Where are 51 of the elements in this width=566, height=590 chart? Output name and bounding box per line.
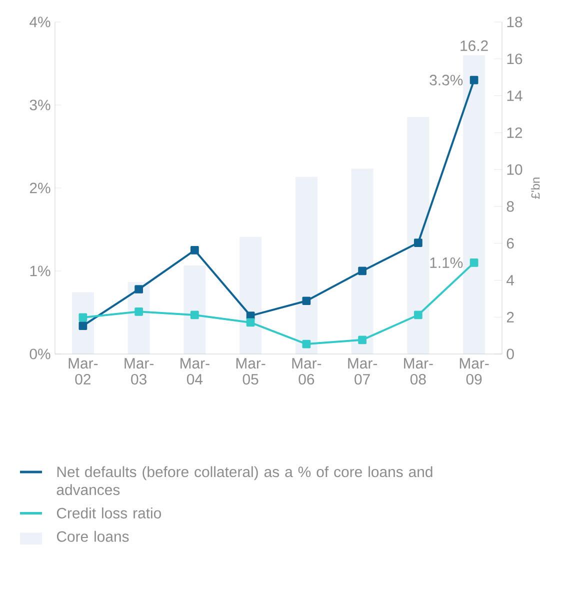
y2-tick-label: 12 xyxy=(507,127,522,138)
bar xyxy=(184,265,206,354)
x-tick-label: Mar-02 xyxy=(68,358,98,385)
legend-label: Net defaults (before collateral) as a % of core loans and advances xyxy=(56,466,432,496)
point xyxy=(414,310,422,320)
point xyxy=(358,266,366,276)
bar xyxy=(240,236,262,354)
x-tick-label: Mar-07 xyxy=(348,358,377,385)
y2-axis-title: £'bn xyxy=(530,178,540,199)
y-tick-label: 0% xyxy=(30,348,50,360)
y2-tick-label: 10 xyxy=(507,164,522,175)
y-tick-label: 3% xyxy=(30,100,50,110)
point xyxy=(78,313,88,322)
point xyxy=(470,258,478,267)
y2-tick-label: 8 xyxy=(506,201,514,212)
bar xyxy=(463,55,486,354)
y2-tick-label: 16 xyxy=(507,54,522,64)
point xyxy=(470,76,478,84)
x-tick-label: Mar-08 xyxy=(404,358,433,385)
point xyxy=(134,307,143,316)
y2-tick-label: 0 xyxy=(506,348,514,360)
y2-tick-label: 4 xyxy=(506,275,514,286)
point xyxy=(190,310,199,320)
bar xyxy=(351,168,374,354)
data-label: 1.1% xyxy=(430,257,463,268)
point xyxy=(414,238,422,247)
bar xyxy=(295,176,318,354)
y2-tick-label: 6 xyxy=(506,238,514,249)
point xyxy=(134,285,143,294)
y2-tick-label: 2 xyxy=(506,312,514,322)
point xyxy=(78,322,88,330)
point xyxy=(190,246,199,254)
point xyxy=(358,336,366,344)
point xyxy=(302,340,311,348)
data-label: 3.3% xyxy=(430,74,463,86)
legend-label: Credit loss ratio xyxy=(56,508,162,518)
point xyxy=(246,318,255,327)
x-tick-label: Mar-06 xyxy=(292,358,322,385)
point xyxy=(302,296,311,306)
y-tick-label: 1% xyxy=(30,266,50,276)
x-tick-label: Mar-05 xyxy=(236,358,266,385)
x-tick-label: Mar-03 xyxy=(124,358,154,385)
legend-label: Core loans xyxy=(56,530,129,542)
x-tick-label: Mar-09 xyxy=(460,358,489,385)
bar xyxy=(407,116,430,354)
y-tick-label: 4% xyxy=(30,16,50,28)
y-tick-label: 2% xyxy=(30,182,50,194)
data-label: 16.2 xyxy=(460,40,488,52)
x-tick-label: Mar-04 xyxy=(180,358,210,385)
y2-tick-label: 14 xyxy=(507,90,522,101)
y2-tick-label: 18 xyxy=(507,16,522,28)
